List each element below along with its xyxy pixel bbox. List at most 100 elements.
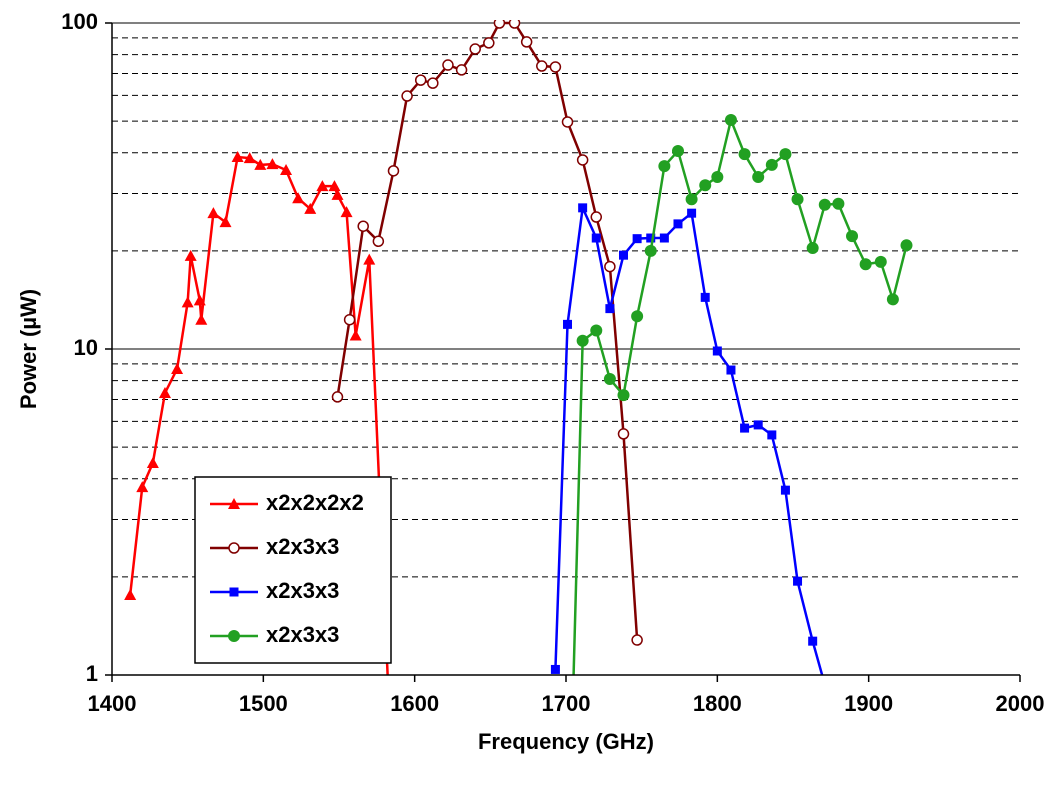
marker	[343, 313, 356, 326]
marker	[808, 636, 818, 646]
marker	[604, 260, 616, 273]
marker	[387, 165, 400, 177]
marker	[646, 233, 656, 243]
marker	[493, 20, 506, 29]
marker	[316, 180, 329, 192]
marker	[427, 77, 439, 89]
marker	[617, 428, 630, 440]
marker	[874, 255, 887, 268]
marker	[818, 198, 831, 211]
marker	[793, 576, 803, 586]
marker	[483, 37, 495, 49]
marker	[401, 90, 413, 102]
marker	[193, 294, 206, 306]
marker	[550, 664, 560, 674]
marker	[340, 206, 353, 218]
marker	[726, 365, 736, 375]
marker	[712, 346, 722, 356]
marker	[228, 498, 240, 509]
marker	[228, 542, 240, 554]
marker	[146, 456, 159, 468]
x-tick-label: 1400	[88, 691, 137, 716]
marker	[711, 170, 724, 183]
marker	[685, 193, 698, 206]
legend-label: x2x3x3	[266, 578, 339, 603]
marker	[292, 192, 305, 204]
marker	[266, 158, 279, 170]
marker	[549, 61, 562, 73]
marker	[724, 114, 737, 127]
marker	[243, 152, 256, 164]
marker	[331, 188, 344, 200]
marker	[280, 164, 293, 176]
marker	[136, 481, 149, 493]
marker	[520, 36, 533, 48]
y-axis-label: Power (µW)	[16, 289, 41, 409]
marker	[158, 386, 171, 398]
marker	[195, 313, 208, 325]
marker	[469, 43, 481, 55]
marker	[806, 242, 819, 255]
marker	[631, 310, 644, 323]
marker	[171, 363, 184, 375]
legend-label: x2x3x3	[266, 622, 339, 647]
marker	[644, 244, 657, 257]
y-tick-label: 1	[86, 661, 98, 686]
marker	[671, 144, 684, 157]
marker	[832, 197, 845, 210]
marker	[181, 296, 194, 308]
marker	[576, 334, 589, 347]
marker	[859, 258, 872, 271]
marker	[886, 293, 899, 306]
x-tick-label: 1900	[844, 691, 893, 716]
plot-area	[124, 20, 913, 778]
x-tick-label: 1800	[693, 691, 742, 716]
x-tick-label: 1600	[390, 691, 439, 716]
marker	[219, 216, 232, 228]
legend-box	[194, 476, 392, 664]
marker	[591, 233, 601, 243]
x-tick-label: 2000	[996, 691, 1045, 716]
marker	[590, 324, 603, 337]
marker	[846, 230, 859, 243]
marker	[304, 202, 317, 214]
marker	[603, 373, 616, 386]
marker	[386, 767, 398, 778]
marker	[765, 158, 778, 171]
marker	[124, 588, 137, 600]
series-line	[128, 155, 389, 675]
marker	[791, 193, 804, 206]
marker	[687, 208, 697, 218]
marker	[752, 170, 765, 183]
x-tick-label: 1500	[239, 691, 288, 716]
marker	[536, 60, 548, 72]
marker	[455, 64, 468, 76]
legend: x2x2x2x2 x2x3x3 x2x3x3 x2x3x3	[194, 476, 392, 664]
marker	[617, 389, 630, 402]
marker	[357, 220, 369, 232]
marker	[508, 20, 521, 29]
marker	[331, 391, 344, 403]
marker	[659, 233, 669, 243]
marker	[753, 420, 763, 430]
x-tick-label: 1700	[542, 691, 591, 716]
legend-label: x2x2x2x2	[266, 490, 364, 515]
marker	[738, 148, 751, 161]
marker	[231, 151, 244, 163]
x-axis-label: Frequency (GHz)	[478, 729, 654, 754]
marker	[619, 250, 629, 260]
marker	[780, 485, 790, 495]
marker	[699, 179, 712, 192]
y-tick-label: 10	[74, 335, 98, 360]
marker	[349, 329, 362, 341]
marker	[229, 587, 239, 597]
marker	[363, 253, 376, 265]
marker	[632, 234, 642, 244]
marker	[700, 292, 710, 302]
marker	[673, 219, 683, 229]
marker	[822, 685, 831, 694]
y-tick-label: 100	[61, 9, 98, 34]
marker	[184, 249, 197, 261]
marker	[605, 304, 615, 314]
